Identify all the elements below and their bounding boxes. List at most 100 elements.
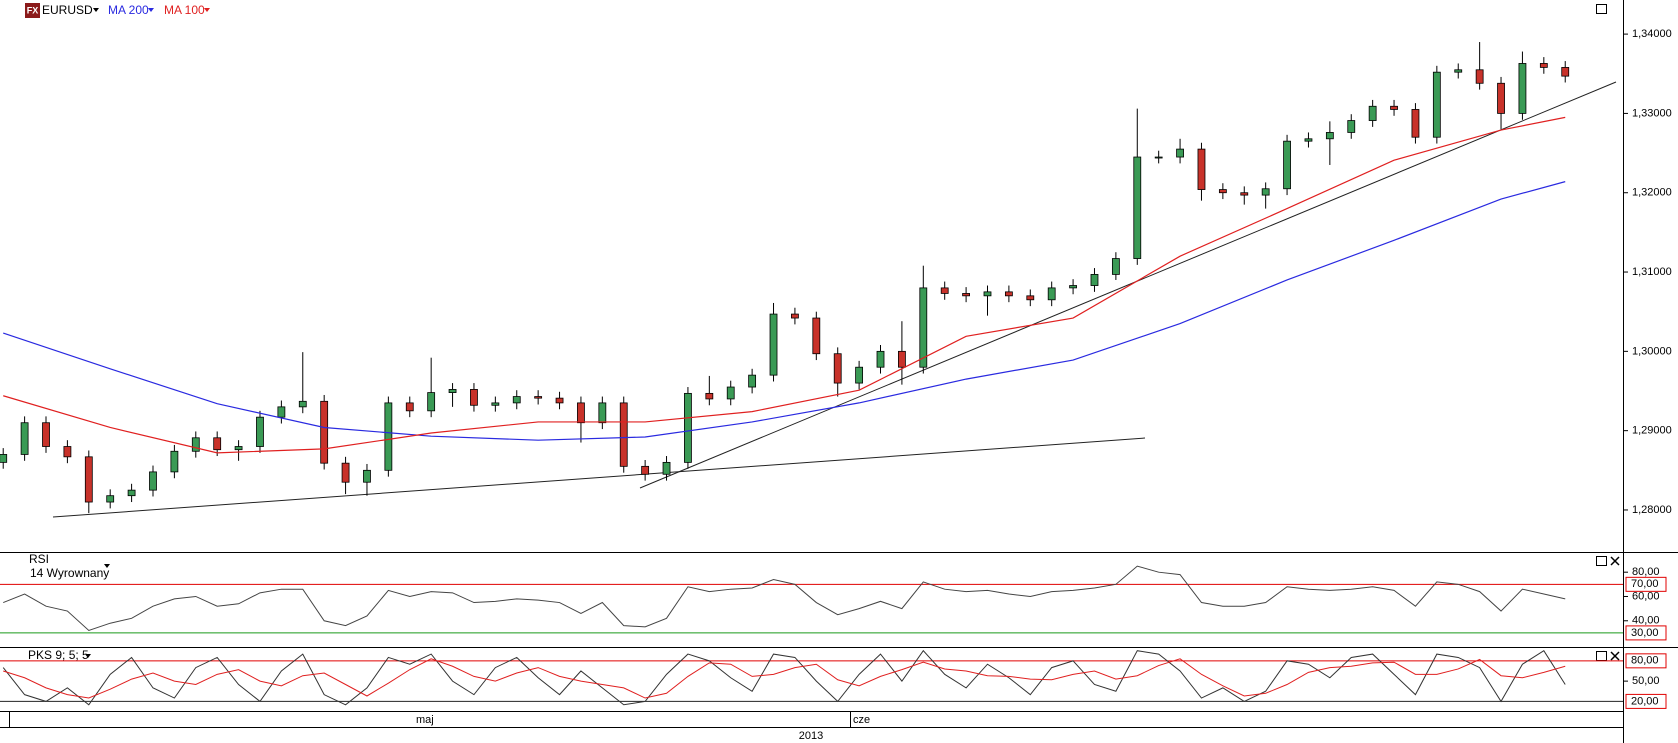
candle-body [191, 437, 200, 452]
candle-body [1561, 67, 1570, 77]
candle-body [962, 293, 970, 297]
level-label: 70,00 [1631, 578, 1659, 590]
candle-body [213, 437, 222, 451]
level-label: 80,00 [1631, 655, 1659, 667]
candle-body [405, 402, 414, 412]
candle-body [748, 374, 757, 388]
candle-body [1004, 291, 1013, 297]
candle-body [662, 461, 671, 475]
candle-body [1176, 148, 1184, 158]
candle-body [641, 465, 650, 475]
candle-body [234, 446, 243, 451]
candle-body [919, 287, 928, 368]
y-tick-label: 1,28000 [1632, 504, 1672, 516]
year-label: 2013 [799, 730, 823, 742]
candle-body [1432, 71, 1441, 138]
candle-body [277, 406, 286, 418]
candle-body [1026, 295, 1035, 301]
candle-body [256, 416, 264, 447]
candle-body [812, 317, 821, 355]
stoch-title: PKS 9; 5; 5 [28, 648, 89, 662]
candle-body [1390, 105, 1398, 110]
period-label: cze [853, 714, 870, 726]
y-tick-label: 80,00 [1632, 566, 1660, 578]
candle-body [1411, 109, 1420, 138]
rsi-title: RSI [29, 552, 49, 566]
candle-body [705, 392, 714, 400]
indicator-line [3, 658, 1566, 699]
indicator-line [2, 649, 1566, 706]
indicator-line [3, 565, 1566, 632]
candle-body [1454, 69, 1463, 73]
candle-body [20, 422, 29, 455]
level-label-box [1625, 693, 1667, 709]
symbol-icon[interactable] [25, 3, 40, 18]
candle-body [876, 350, 885, 368]
level-label-box [1625, 625, 1667, 641]
candle-body [1497, 82, 1505, 114]
candle-body [470, 389, 478, 406]
candle-body [791, 313, 799, 319]
level-label: 20,00 [1631, 695, 1659, 707]
candle-body [42, 422, 50, 447]
candle-body [298, 400, 307, 408]
candle-body [1090, 274, 1099, 286]
candle-body [448, 389, 457, 393]
symbol-name[interactable]: EURUSD [42, 3, 93, 17]
candle-body [1475, 69, 1484, 84]
y-tick-label: 1,34000 [1632, 28, 1672, 40]
candle-body [427, 392, 436, 412]
candle-body [84, 456, 93, 503]
y-tick-label: 1,30000 [1632, 345, 1672, 357]
y-tick-label: 1,29000 [1632, 425, 1672, 437]
candle-body [341, 462, 350, 483]
dropdown-arrow[interactable] [85, 654, 91, 658]
candle-body [1218, 189, 1227, 194]
candle-body [170, 450, 179, 473]
moving-average-line [3, 116, 1566, 454]
period-label: maj [416, 714, 434, 726]
y-tick-label: 1,33000 [1632, 107, 1672, 119]
candle-body [726, 386, 735, 400]
candle-body [833, 353, 842, 384]
level-label-box [1625, 653, 1667, 669]
trend-line [639, 81, 1617, 489]
candle-body [0, 454, 8, 463]
trend-line [52, 437, 1146, 518]
maximize-button[interactable] [1596, 556, 1607, 566]
y-tick-label: 60,00 [1632, 590, 1660, 602]
candle-body [534, 396, 543, 399]
candle-body [983, 291, 992, 297]
dropdown-arrow[interactable] [93, 8, 99, 12]
candle-body [491, 402, 500, 406]
candle-body [684, 392, 692, 463]
candle-body [1133, 156, 1142, 259]
legend-ma200[interactable]: MA 200 [108, 3, 149, 17]
candle-body [1325, 132, 1334, 140]
close-button[interactable] [1610, 556, 1620, 566]
candle-body [940, 287, 949, 294]
symbol-icon-text: FX [27, 5, 39, 15]
candle-body [127, 489, 136, 497]
maximize-button[interactable] [1596, 4, 1607, 14]
level-label: 30,00 [1631, 627, 1659, 639]
legend-ma100[interactable]: MA 100 [164, 3, 205, 17]
candle-body [1518, 63, 1527, 114]
candle-body [898, 350, 906, 368]
close-button[interactable] [1610, 651, 1620, 661]
candle-body [769, 313, 778, 376]
candle-body [106, 495, 115, 503]
candle-body [384, 402, 393, 471]
dropdown-arrow[interactable] [204, 8, 210, 12]
moving-average-line [3, 181, 1566, 441]
candle-body [149, 471, 157, 491]
dropdown-arrow[interactable] [104, 564, 110, 568]
candle-body [363, 469, 371, 483]
rsi-subtitle[interactable]: 14 Wyrownany [30, 566, 109, 580]
candle-body [1154, 156, 1163, 159]
dropdown-arrow[interactable] [148, 8, 154, 12]
candle-body [855, 366, 864, 384]
candle-body [1240, 192, 1249, 196]
candle-body [1261, 188, 1270, 196]
